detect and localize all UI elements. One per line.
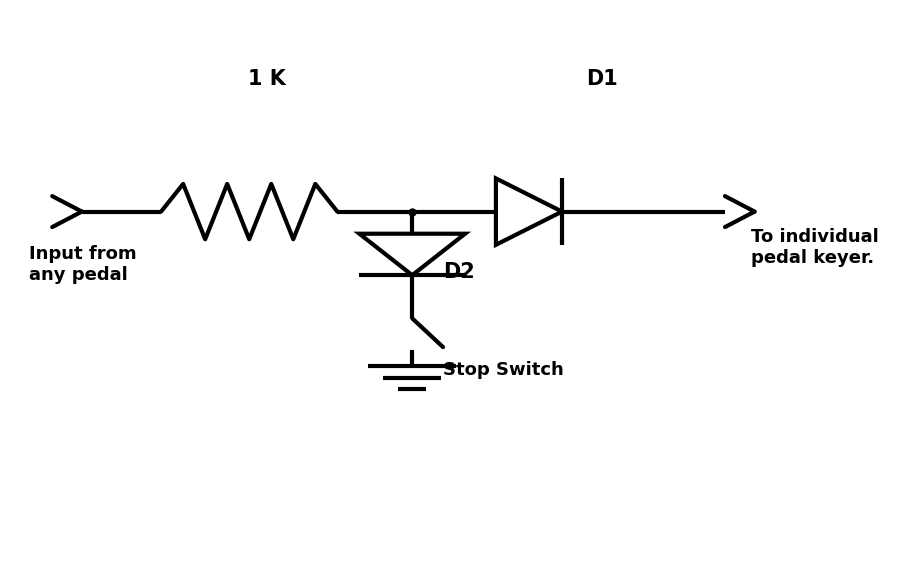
Text: D2: D2 — [443, 263, 475, 282]
Text: 1 K: 1 K — [248, 69, 286, 89]
Text: To individual
pedal keyer.: To individual pedal keyer. — [751, 228, 879, 267]
Text: D1: D1 — [586, 69, 617, 89]
Text: Stop Switch: Stop Switch — [443, 361, 564, 379]
Text: Input from
any pedal: Input from any pedal — [29, 245, 137, 284]
